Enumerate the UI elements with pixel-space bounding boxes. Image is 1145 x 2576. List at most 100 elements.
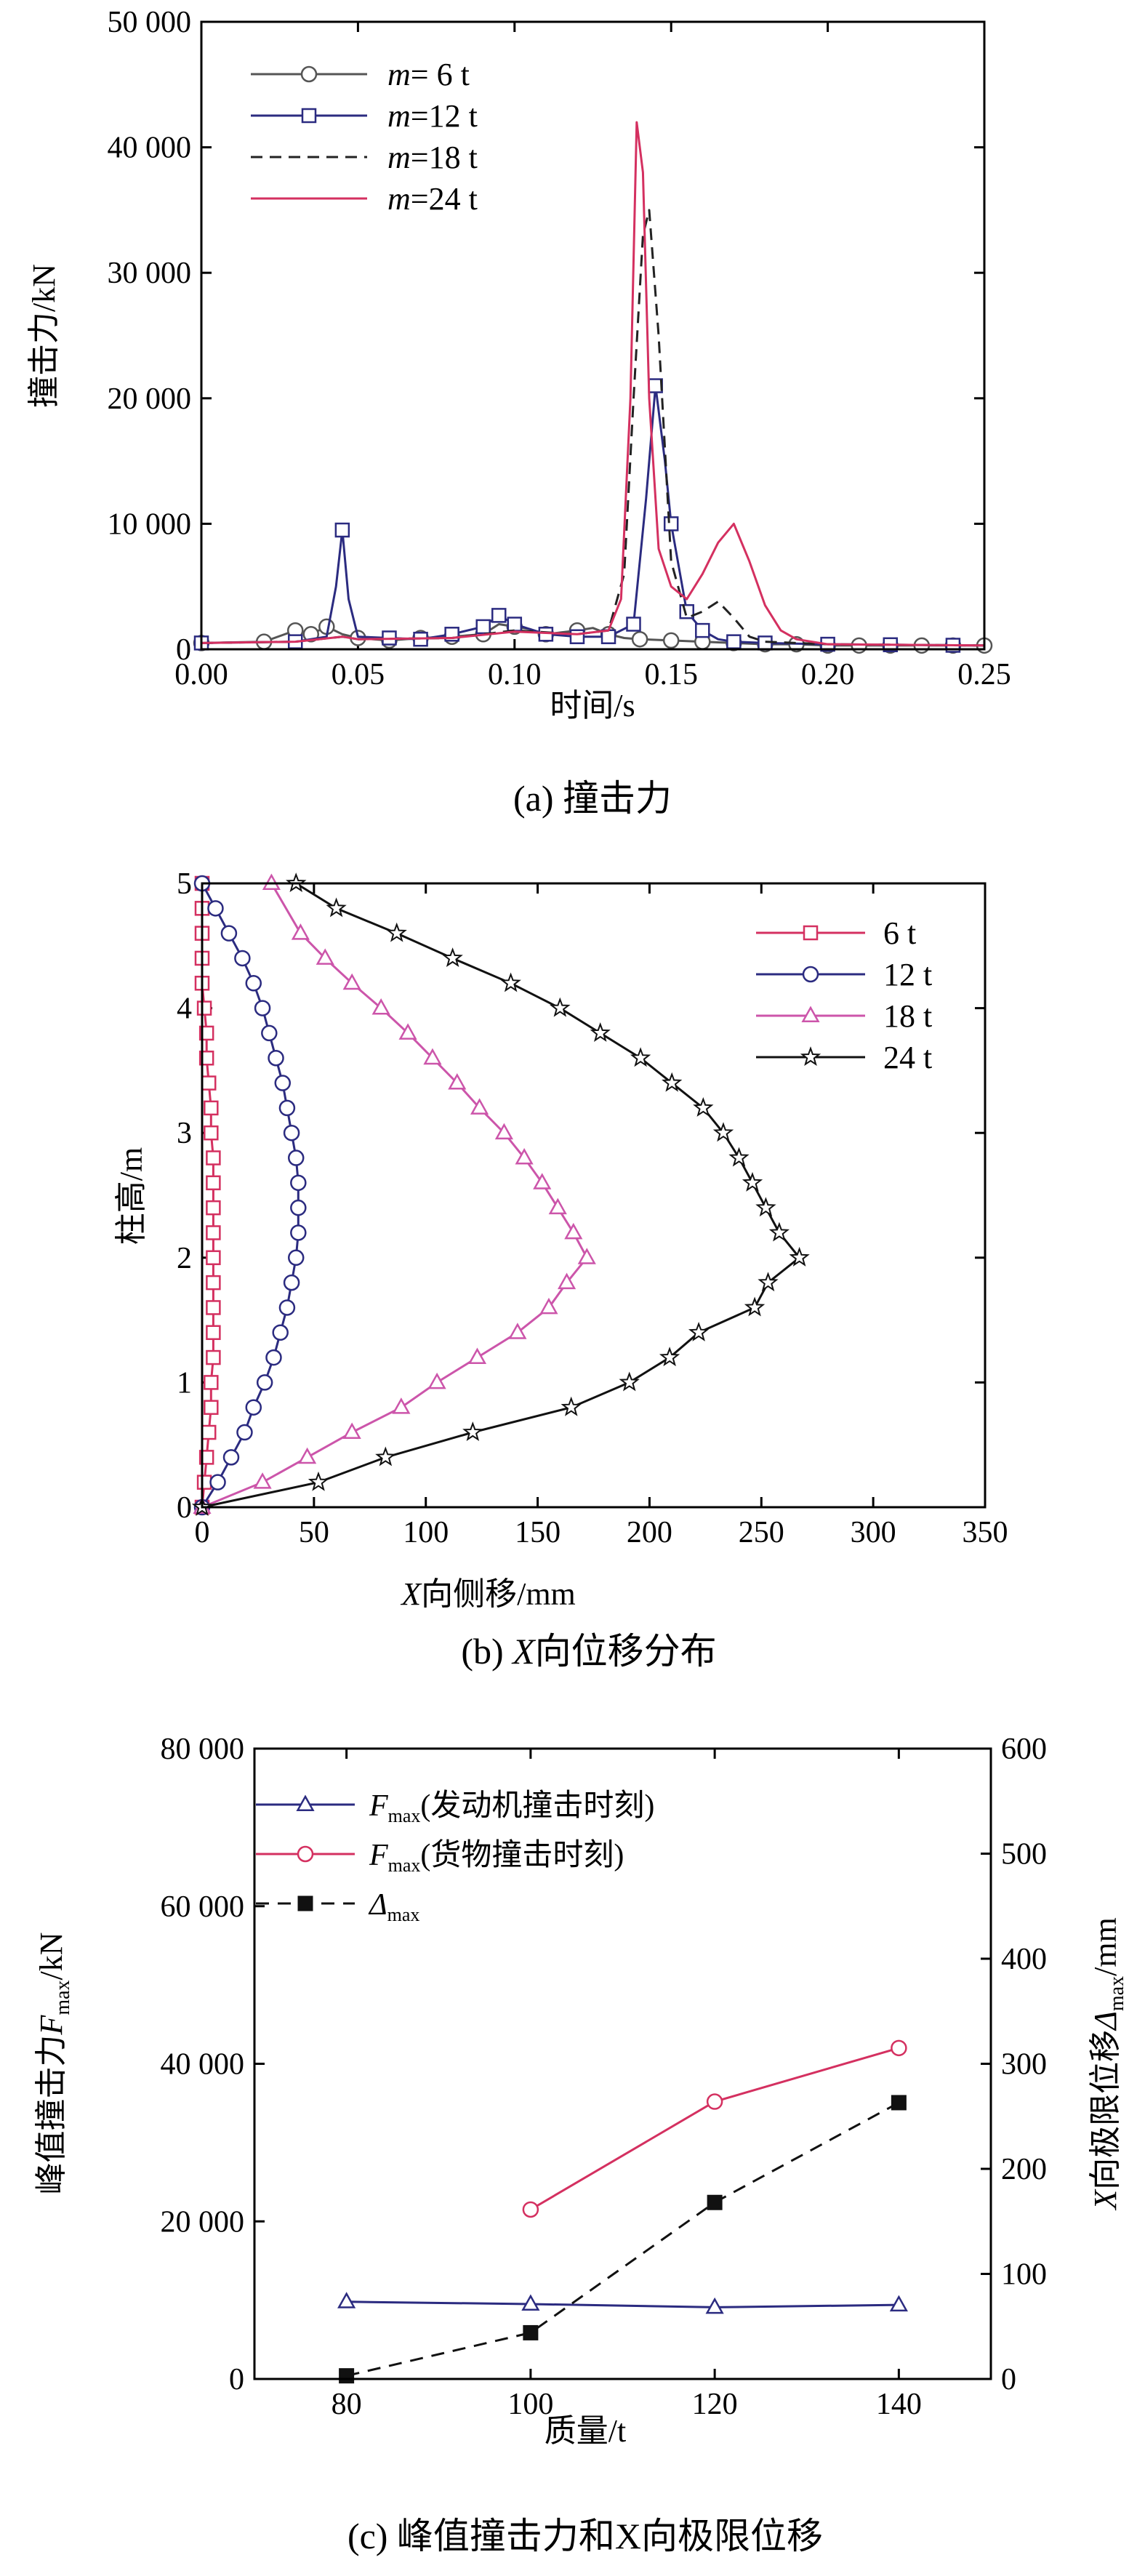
series-2-point <box>278 1299 296 1316</box>
legend-label-2: Fmax(货物撞击时刻) <box>369 1838 624 1876</box>
series-3-point <box>539 1297 558 1315</box>
series-2-point <box>234 950 251 967</box>
series-2-point <box>491 608 507 623</box>
x-tick-label: 120 <box>692 2388 738 2421</box>
legend-text: =24 t <box>411 181 478 217</box>
series-2-point <box>278 1099 296 1117</box>
series-3-point <box>423 1048 442 1065</box>
series-3-point <box>707 2194 723 2210</box>
x-tick-label: 100 <box>403 1516 449 1549</box>
panel-b: 0 50 100 150 200 250 300 350 0 1 2 3 4 5 6 t 12 t 18 t 2… <box>113 867 1008 1672</box>
panel-b-series <box>191 872 810 1517</box>
series-1-point <box>198 1050 214 1066</box>
panel-a-legend: m= 6 tm=12 tm=18 tm=24 t <box>251 57 478 217</box>
y-tick-label: 40 000 <box>108 132 192 165</box>
series-4-point <box>561 1396 582 1416</box>
panel-a-ticks: 0.00 0.05 0.10 0.15 0.20 0.25 0 10 000 20 000 30 … <box>108 6 1011 691</box>
series-1-point <box>198 1450 214 1465</box>
y-tick-label: 5 <box>177 867 192 901</box>
series-line-4 <box>201 882 801 1509</box>
legend-var: Δ <box>368 1888 387 1922</box>
series-3-point <box>253 1472 272 1489</box>
series-1-point <box>204 1125 219 1141</box>
series-4-point <box>728 1147 750 1167</box>
x-tick-label: 200 <box>627 1516 672 1549</box>
legend-label-3: Δmax <box>368 1888 419 1925</box>
x-tick-label: 140 <box>876 2388 922 2421</box>
series-1-point <box>521 2294 540 2311</box>
legend-label-1: 6 t <box>883 915 916 951</box>
y-tick-label: 20 000 <box>108 382 192 416</box>
series-3-point <box>448 1072 467 1090</box>
panel-b-ylabel: 柱高/m <box>113 1147 149 1245</box>
legend-marker-1 <box>296 1794 315 1811</box>
legend-var: m <box>387 57 411 92</box>
series-3-point <box>577 1248 596 1264</box>
series-1-point <box>204 1100 219 1116</box>
series-2-point <box>265 1349 282 1366</box>
series-1-point <box>198 1025 214 1041</box>
series-2-point <box>268 1049 284 1067</box>
panel-c-y2label-delta: Δ <box>1088 2011 1123 2031</box>
legend-var: m <box>387 98 411 134</box>
series-3-point <box>342 973 361 990</box>
series-4-point <box>442 947 463 968</box>
legend-label-2: 12 t <box>883 957 932 992</box>
series-2-point <box>600 629 616 644</box>
legend-text: =18 t <box>411 140 478 175</box>
legend-text: = 6 t <box>411 57 470 92</box>
panel-a-ylabel: 撞击力/kN <box>26 264 62 408</box>
series-3-point <box>262 873 281 890</box>
y-tick-label: 80 000 <box>161 1733 245 1766</box>
series-4-point <box>326 897 347 918</box>
series-1-point <box>196 1474 212 1490</box>
legend-marker-1 <box>300 65 318 83</box>
series-1-point <box>196 1000 212 1016</box>
panel-c-ylabel: 峰值撞击力Fmax/kN <box>33 1932 74 2194</box>
series-1-point <box>206 1175 221 1191</box>
series-1-point <box>889 2295 908 2312</box>
series-2-point <box>245 975 262 992</box>
series-line-2 <box>201 385 985 647</box>
x-tick-label: 50 <box>299 1516 329 1549</box>
panel-c-y2label-unit: /mm <box>1088 1917 1123 1976</box>
panel-b-caption-var: X <box>511 1631 537 1672</box>
x-tick-label: 350 <box>963 1516 1008 1549</box>
series-3-point <box>891 2095 907 2111</box>
series-2-point <box>209 1474 226 1490</box>
panel-c-frame <box>253 1747 992 2380</box>
panel-b-caption: (b) X向位移分布 <box>461 1631 716 1672</box>
x-tick-label: 0.00 <box>174 658 228 691</box>
x-tick-label: 100 <box>507 2388 553 2421</box>
series-1-point <box>201 1424 217 1440</box>
panel-b-caption-suffix: 向位移分布 <box>535 1631 717 1672</box>
legend-sub: max <box>387 1904 420 1925</box>
series-1-point <box>631 630 648 648</box>
panel-b-xlabel-var: X <box>400 1576 422 1612</box>
series-3-point <box>515 1147 534 1165</box>
y2-tick-label: 0 <box>1001 2363 1016 2396</box>
legend-desc: (货物撞击时刻) <box>420 1838 624 1872</box>
series-1-point <box>206 1325 221 1341</box>
series-4-point <box>462 1421 483 1442</box>
x-tick-label: 0.25 <box>957 658 1011 691</box>
series-3-point <box>427 1372 446 1389</box>
series-2-point <box>475 619 491 635</box>
panel-c-y2label-sub: max <box>1106 1976 1128 2011</box>
series-2-point <box>287 1249 305 1267</box>
series-3-point <box>548 1197 567 1215</box>
legend-marker-2 <box>297 1845 314 1863</box>
series-1-point <box>206 1200 221 1216</box>
series-4-point <box>744 1296 766 1317</box>
series-2-point <box>222 1449 240 1466</box>
series-3-point <box>371 998 390 1015</box>
panel-a-series <box>193 121 993 654</box>
series-1-point <box>705 2297 724 2314</box>
x-tick-label: 0.15 <box>644 658 698 691</box>
y-tick-label: 0 <box>177 1491 192 1525</box>
panel-b-frame <box>201 882 987 1509</box>
series-4-point <box>386 922 407 942</box>
series-2-point <box>569 629 585 644</box>
series-3-point <box>392 1397 411 1414</box>
series-2-point <box>891 2039 907 2057</box>
